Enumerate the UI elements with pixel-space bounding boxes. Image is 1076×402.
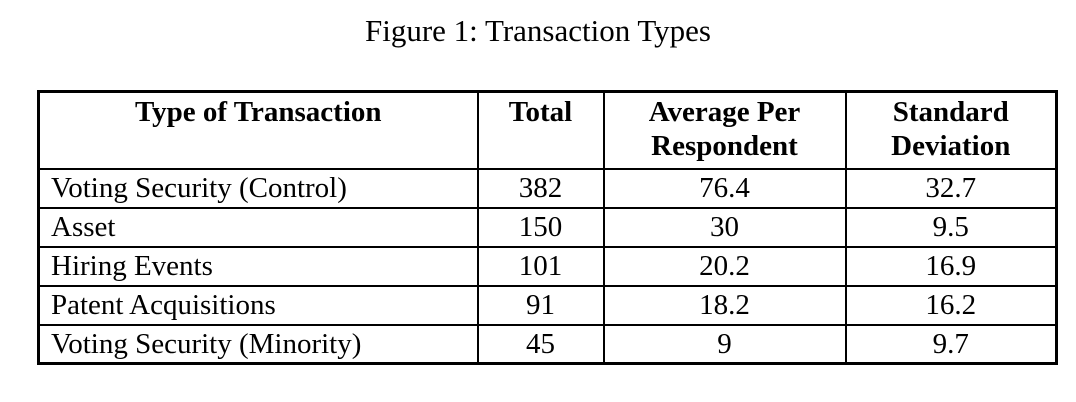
cell-total: 101 (476, 245, 605, 287)
cell-average: 20.2 (602, 245, 847, 287)
header-row: Type of Transaction Total Average Per Re… (37, 90, 1058, 170)
table-row: Patent Acquisitions 91 18.2 16.2 (37, 284, 1058, 326)
cell-average: 9 (602, 323, 847, 365)
cell-stddev: 16.2 (844, 284, 1058, 326)
cell-type: Voting Security (Minority) (37, 323, 479, 365)
cell-stddev: 9.5 (844, 206, 1058, 248)
col-header-type-of-transaction: Type of Transaction (37, 90, 479, 170)
cell-total: 382 (476, 167, 605, 209)
figure-title: Figure 1: Transaction Types (364, 13, 711, 48)
table-row: Voting Security (Control) 382 76.4 32.7 (37, 167, 1058, 209)
table-row: Hiring Events 101 20.2 16.9 (37, 245, 1058, 287)
cell-total: 91 (476, 284, 605, 326)
cell-type: Asset (37, 206, 479, 248)
cell-type: Patent Acquisitions (37, 284, 479, 326)
table-row: Asset 150 30 9.5 (37, 206, 1058, 248)
cell-average: 30 (602, 206, 847, 248)
cell-total: 150 (476, 206, 605, 248)
table-row: Voting Security (Minority) 45 9 9.7 (37, 323, 1058, 365)
col-header-standard-deviation: Standard Deviation (844, 90, 1058, 170)
cell-stddev: 32.7 (844, 167, 1058, 209)
col-header-average-per-respondent: Average Per Respondent (602, 90, 847, 170)
cell-total: 45 (476, 323, 605, 365)
cell-type: Hiring Events (37, 245, 479, 287)
cell-stddev: 16.9 (844, 245, 1058, 287)
transaction-types-table: Type of Transaction Total Average Per Re… (37, 90, 1058, 365)
cell-stddev: 9.7 (844, 323, 1058, 365)
cell-average: 76.4 (602, 167, 847, 209)
cell-average: 18.2 (602, 284, 847, 326)
col-header-total: Total (476, 90, 605, 170)
cell-type: Voting Security (Control) (37, 167, 479, 209)
